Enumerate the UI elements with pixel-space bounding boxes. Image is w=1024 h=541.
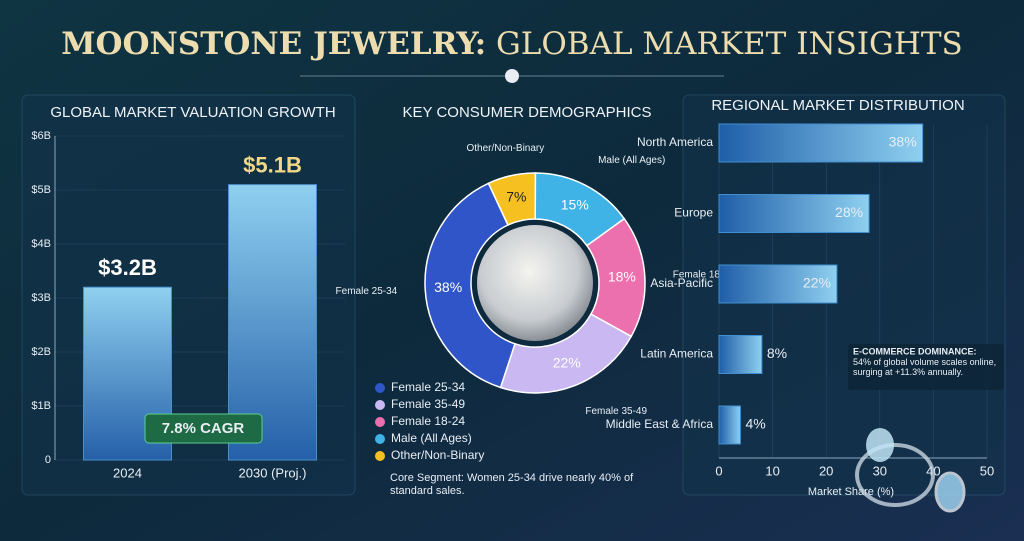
gem-decoration bbox=[866, 428, 894, 462]
legend-marker bbox=[375, 383, 385, 393]
legend-label: Male (All Ages) bbox=[391, 431, 472, 445]
category-label: North America bbox=[637, 135, 713, 149]
slice-label: Female 18-24 bbox=[673, 269, 735, 280]
x-tick-label: 2030 (Proj.) bbox=[239, 465, 307, 480]
pendant-decoration bbox=[934, 471, 966, 513]
y-tick-label: $3B bbox=[31, 292, 51, 304]
legend-marker bbox=[375, 400, 385, 410]
annotation-title: E-COMMERCE DOMINANCE: bbox=[853, 346, 977, 356]
y-tick-label: 0 bbox=[45, 454, 51, 466]
category-label: Asia-Pacific bbox=[650, 276, 713, 290]
annotation: 54% of global volume scales online, surg… bbox=[853, 357, 997, 377]
bar bbox=[718, 405, 741, 445]
x-tick-label: 20 bbox=[819, 463, 833, 478]
legend-marker bbox=[375, 451, 385, 461]
legend-label: Female 18-24 bbox=[391, 414, 465, 428]
annotation: Core Segment: Women 25-34 drive nearly 4… bbox=[390, 472, 634, 497]
slice-value: 15% bbox=[561, 196, 589, 212]
value-label: $5.1B bbox=[243, 152, 302, 177]
x-tick-label: 30 bbox=[873, 463, 887, 478]
donut-slice bbox=[424, 182, 516, 389]
bar bbox=[718, 264, 838, 304]
chart-title: GLOBAL MARKET VALUATION GROWTH bbox=[50, 104, 335, 121]
value-label: 4% bbox=[745, 416, 765, 432]
annotation-box bbox=[144, 413, 263, 444]
y-tick-label: $1B bbox=[31, 400, 51, 412]
donut-slice bbox=[487, 172, 537, 226]
bar bbox=[718, 335, 763, 374]
moon bbox=[477, 225, 593, 341]
ring-decoration bbox=[855, 443, 935, 507]
slice-label: Female 25-34 bbox=[336, 286, 398, 297]
x-tick-label: 0 bbox=[715, 463, 722, 478]
slice-label: Male (All Ages) bbox=[598, 155, 665, 166]
legend-label: Female 25-34 bbox=[391, 380, 465, 394]
value-label: 22% bbox=[803, 275, 831, 291]
annotation-box: Core Segment: Women 25-34 drive nearly 4… bbox=[390, 472, 634, 497]
slice-label: Other/Non-Binary bbox=[466, 143, 544, 154]
x-axis-label: Market Share (%) bbox=[808, 486, 894, 498]
y-tick-label: $5B bbox=[31, 184, 51, 196]
slice-value: 18% bbox=[608, 269, 636, 285]
slice-value: 38% bbox=[434, 279, 462, 295]
y-tick-label: $4B bbox=[31, 238, 51, 250]
value-label: 28% bbox=[835, 204, 863, 220]
legend-label: Female 35-49 bbox=[391, 397, 465, 411]
slice-value: 7% bbox=[506, 189, 526, 205]
annotation-body: 54% of global volume scales online, surg… bbox=[853, 357, 997, 377]
chart-title: REGIONAL MARKET DISTRIBUTION bbox=[711, 97, 964, 114]
value-label: 8% bbox=[767, 345, 787, 361]
x-tick-label: 10 bbox=[765, 463, 779, 478]
x-tick-label: 2024 bbox=[113, 465, 142, 480]
value-label: $3.2B bbox=[98, 255, 157, 280]
slice-value: 22% bbox=[553, 355, 581, 371]
category-label: Middle East & Africa bbox=[606, 417, 714, 431]
page-title: MOONSTONE JEWELRY: GLOBAL MARKET INSIGHT… bbox=[61, 26, 963, 62]
legend-marker bbox=[375, 417, 385, 427]
title-rest: GLOBAL MARKET INSIGHTS bbox=[496, 26, 963, 62]
category-label: Latin America bbox=[640, 347, 713, 361]
value-label: 38% bbox=[889, 134, 917, 150]
annotation: 7.8% CAGR bbox=[162, 420, 245, 437]
title-main: MOONSTONE JEWELRY: bbox=[61, 26, 486, 62]
chart-title: KEY CONSUMER DEMOGRAPHICS bbox=[403, 104, 652, 121]
y-tick-label: $2B bbox=[31, 346, 51, 358]
category-label: Europe bbox=[674, 206, 713, 220]
y-tick-label: $6B bbox=[31, 130, 51, 142]
divider-gem bbox=[505, 69, 519, 83]
bar bbox=[718, 123, 924, 163]
legend-label: Other/Non-Binary bbox=[391, 448, 484, 462]
bar bbox=[718, 194, 870, 233]
slice-label: Female 35-49 bbox=[585, 406, 647, 417]
legend-marker bbox=[375, 434, 385, 444]
annotation-box bbox=[848, 344, 1004, 390]
x-tick-label: 50 bbox=[980, 463, 994, 478]
